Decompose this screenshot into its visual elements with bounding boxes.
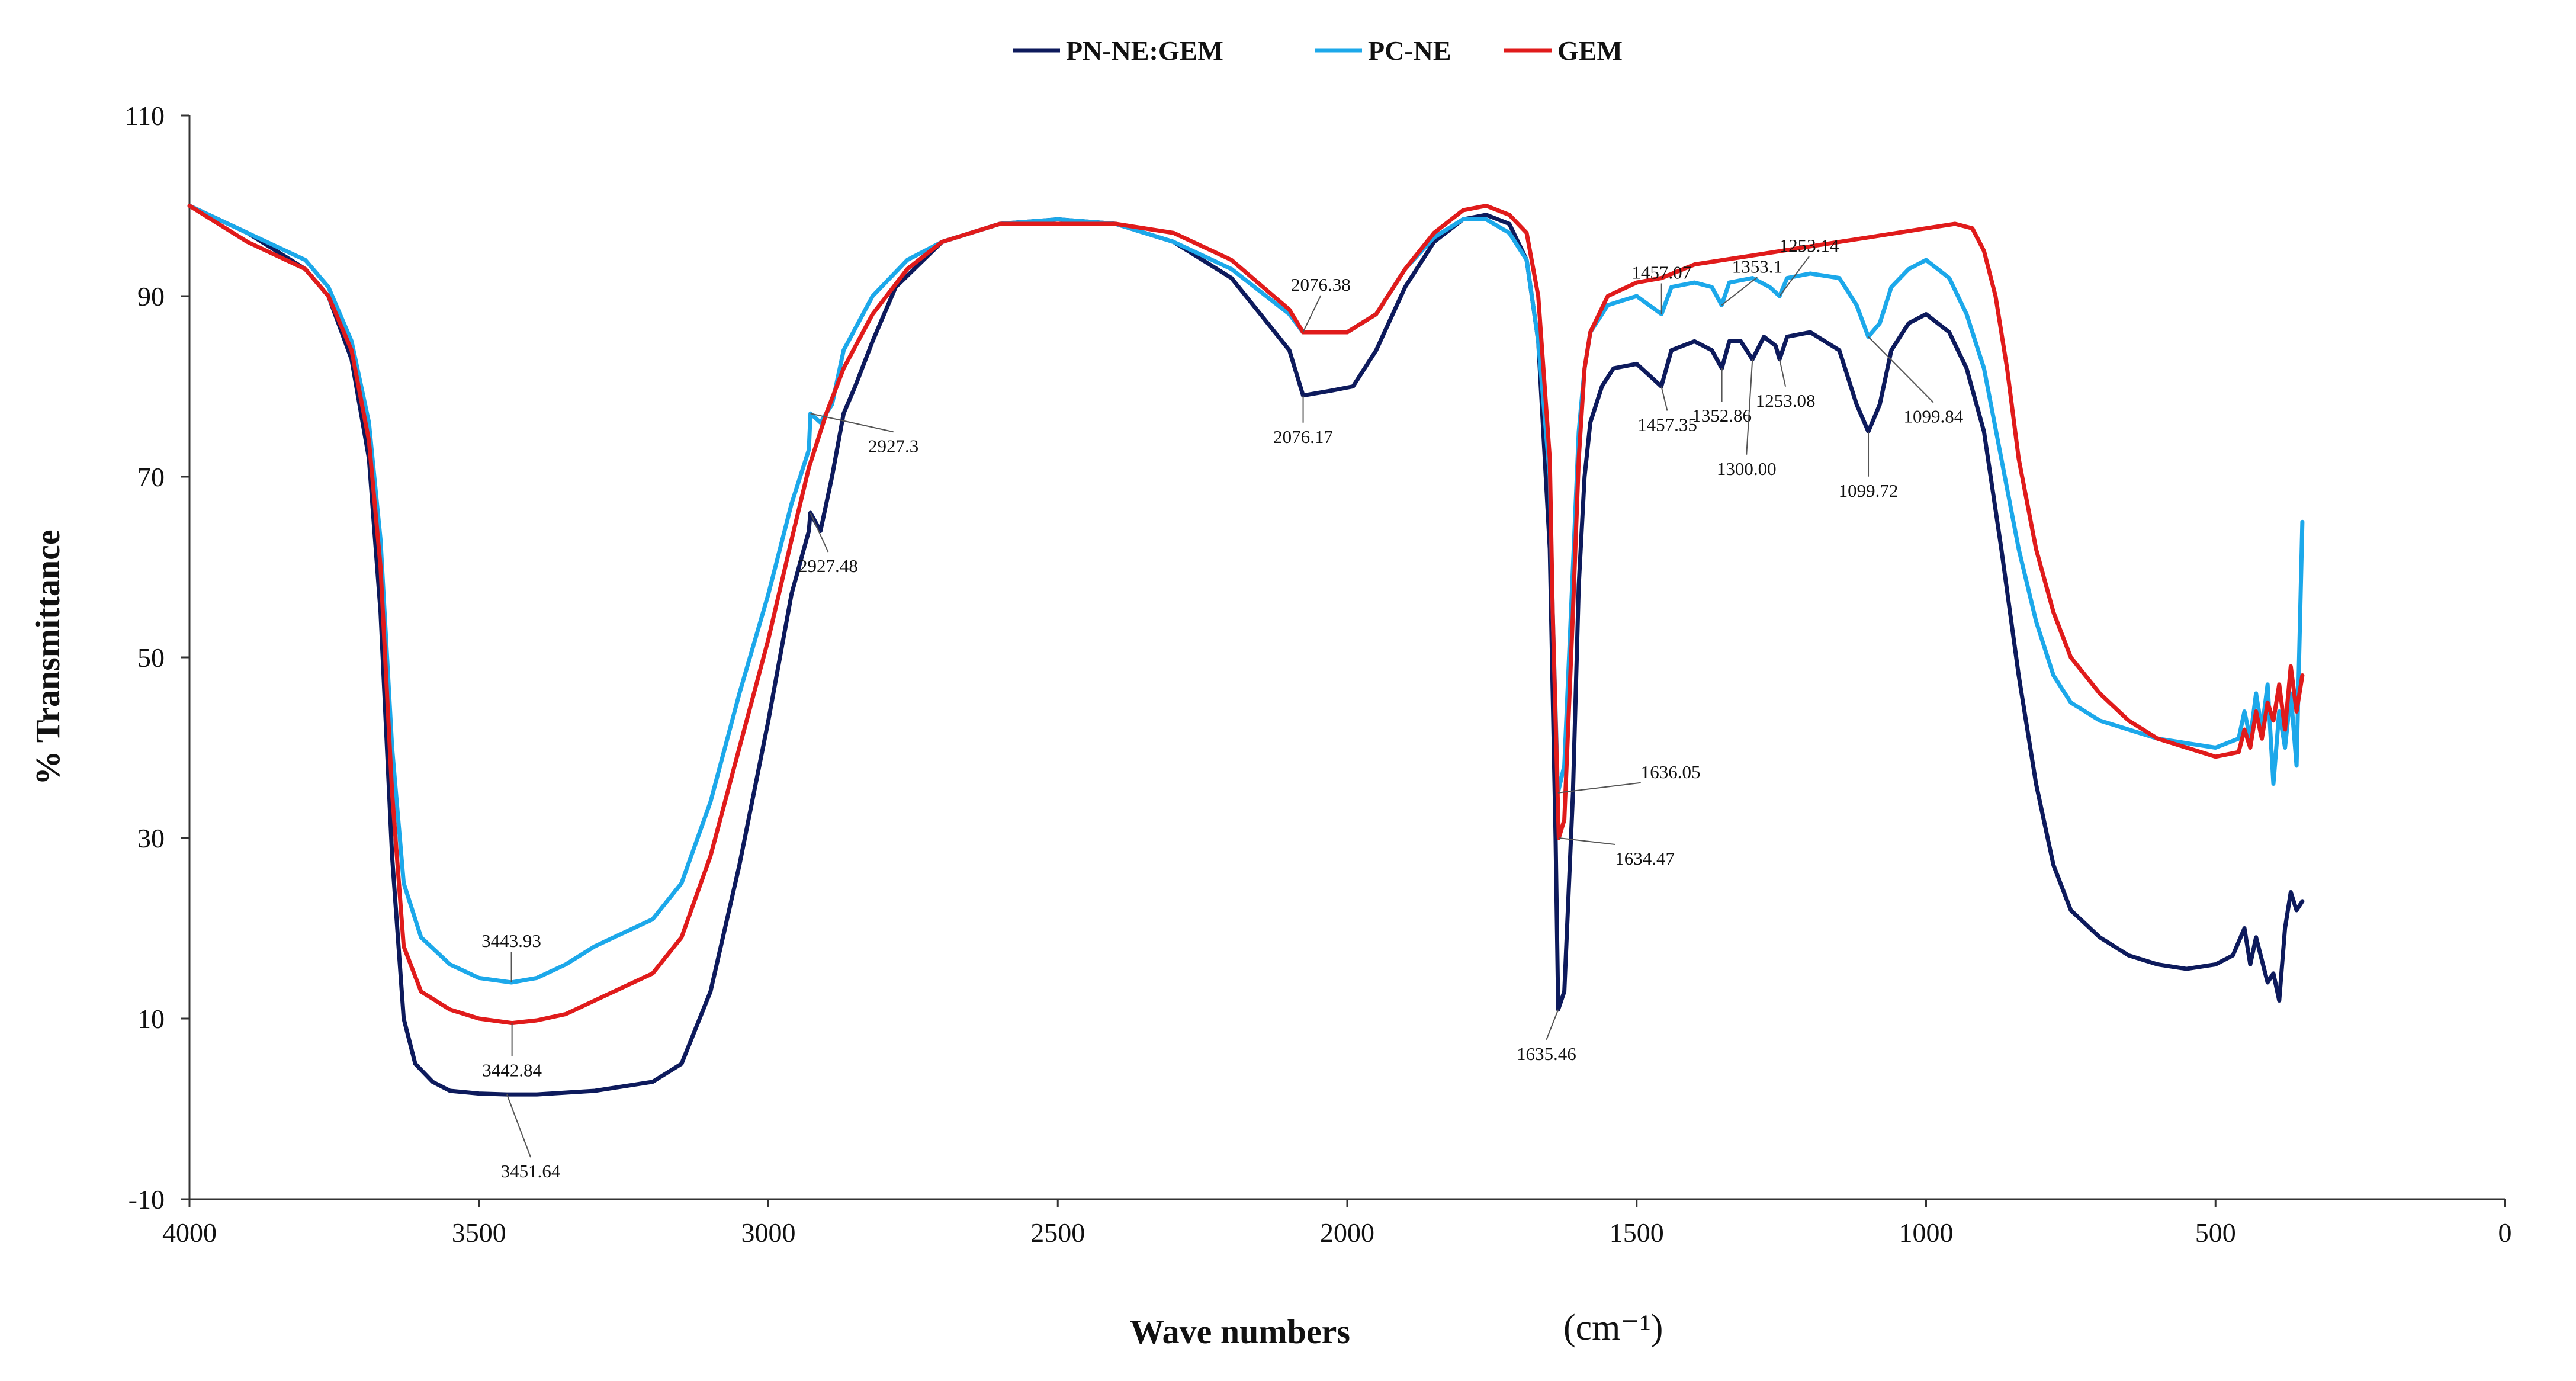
- annotation-leader: [1302, 295, 1322, 333]
- series-line-pn-ne-gem: [187, 204, 2305, 1097]
- peak-label: 1253.08: [1756, 390, 1816, 411]
- legend: PN-NE:GEM PC-NE GEM: [1013, 36, 1623, 66]
- y-tick-labels: -10 10 30 50 70 90 110: [125, 101, 189, 1215]
- legend-label-pc-ne: PC-NE: [1368, 36, 1451, 66]
- annotation-leader: [810, 512, 829, 553]
- peak-label: 1300.00: [1717, 458, 1777, 479]
- peak-label: 3443.93: [481, 930, 541, 951]
- peak-label: 3442.84: [482, 1060, 542, 1081]
- series-line-pc-ne: [187, 204, 2305, 985]
- x-tick-label: 3500: [452, 1218, 506, 1248]
- y-tick-label: 90: [137, 281, 165, 311]
- x-tick-label: 500: [2195, 1218, 2236, 1248]
- y-tick-label: 50: [137, 643, 165, 673]
- y-tick-label: 70: [137, 462, 165, 492]
- legend-label-gem: GEM: [1557, 36, 1623, 66]
- peak-annotations: 3443.93 3442.84 3451.64 2927.3 2927.48 2076.3…: [481, 235, 1964, 1181]
- x-axis-title: Wave numbers: [1130, 1312, 1350, 1351]
- legend-label-pn-ne-gem: PN-NE:GEM: [1066, 36, 1223, 66]
- y-tick-label: 110: [125, 101, 165, 131]
- x-tick-label: 2500: [1030, 1218, 1085, 1248]
- x-tick-label: 0: [2498, 1218, 2512, 1248]
- annotation-leader: [1559, 837, 1615, 845]
- peak-label: 1635.46: [1517, 1043, 1576, 1064]
- x-tick-label: 1000: [1899, 1218, 1954, 1248]
- series-line-gem: [187, 204, 2305, 1026]
- y-tick-label: 10: [137, 1004, 165, 1034]
- x-tick-label: 1500: [1610, 1218, 1664, 1248]
- peak-label: 3451.64: [501, 1161, 561, 1181]
- peak-label: 1634.47: [1615, 848, 1675, 869]
- annotation-leader: [1721, 277, 1758, 306]
- annotation-leader: [1660, 386, 1668, 411]
- annotation-leader: [1546, 1009, 1559, 1040]
- annotation-leader: [1746, 359, 1753, 455]
- peak-label: 1099.84: [1904, 406, 1964, 427]
- peak-label: 1253.14: [1780, 235, 1839, 256]
- x-axis-title-group: Wave numbers (cm⁻¹): [1130, 1308, 1663, 1351]
- annotation-leader: [1557, 782, 1641, 794]
- annotation-leader: [1868, 336, 1934, 403]
- y-tick-label: 30: [137, 823, 165, 853]
- x-tick-label: 4000: [162, 1218, 217, 1248]
- peak-label: 2076.17: [1273, 426, 1333, 447]
- annotation-leader: [810, 413, 894, 433]
- peak-label: 2927.48: [798, 555, 858, 576]
- x-axis-unit: (cm⁻¹): [1563, 1308, 1663, 1348]
- peak-label: 1352.86: [1692, 405, 1752, 426]
- y-tick-label: -10: [129, 1184, 165, 1215]
- x-tick-labels: 4000 3500 3000 2500 2000 1500 1000 500 0: [162, 1199, 2512, 1248]
- x-tick-label: 3000: [741, 1218, 796, 1248]
- y-axis-title: % Transmittance: [28, 529, 67, 785]
- peak-label: 2927.3: [868, 435, 918, 456]
- peak-label: 1457.07: [1631, 262, 1691, 283]
- peak-label: 1353.1: [1732, 256, 1782, 277]
- annotation-leader: [506, 1094, 531, 1158]
- annotation-leader: [1779, 256, 1810, 297]
- annotation-leader: [1779, 359, 1787, 387]
- peak-label: 1099.72: [1839, 480, 1899, 501]
- peak-label: 1457.35: [1637, 415, 1697, 435]
- peak-label: 2076.38: [1291, 274, 1351, 295]
- series-layer: [187, 204, 2305, 1097]
- peak-label: 1636.05: [1641, 762, 1701, 782]
- x-tick-label: 2000: [1320, 1218, 1374, 1248]
